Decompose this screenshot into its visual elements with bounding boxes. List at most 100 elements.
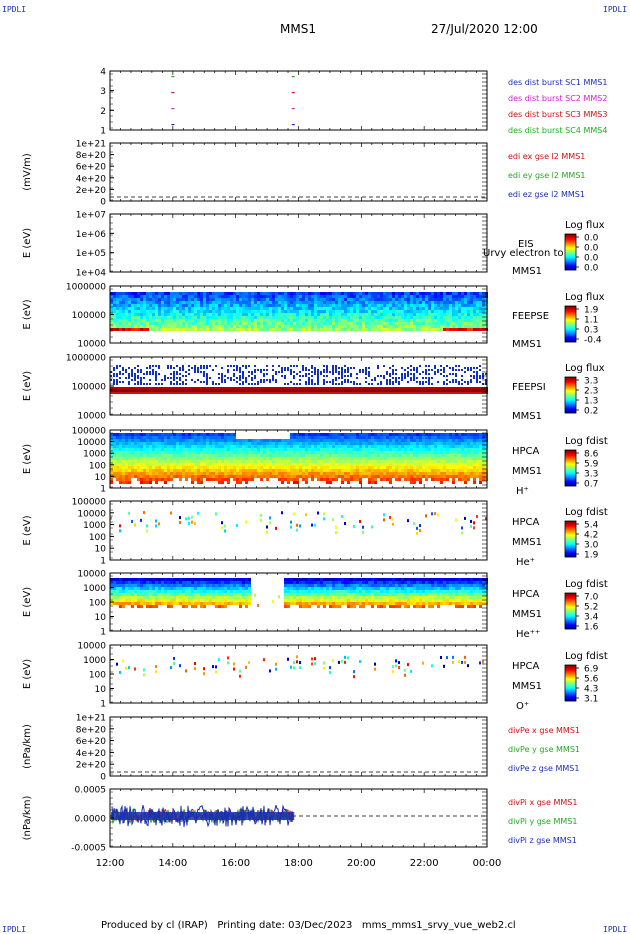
instrument-label: HPCA — [512, 589, 540, 600]
ytick-label: 10000 — [77, 412, 106, 422]
legend-entry: divPe z gse MMS1 — [508, 764, 579, 773]
colorbar-tick: 0.3 — [584, 326, 598, 336]
y-axis-label-3: E (eV) — [22, 228, 33, 258]
colorbar-tick: 0.0 — [584, 244, 599, 254]
legend-entry: des dist burst SC3 MMS3 — [508, 110, 607, 119]
instrument-label: FEEPSE — [512, 311, 549, 322]
colorbar: 1.91.10.3-0.4 — [564, 306, 602, 346]
ytick-label: 4e+20 — [76, 749, 107, 759]
ytick-label: 1 — [100, 700, 106, 710]
instrument-label: FEEPSI — [512, 382, 546, 393]
ytick-label: 1e+21 — [76, 140, 106, 150]
panel-9: 10000 1000 100 10 1 E (eV) HPCA MMS1 O⁺ Log fdist… — [22, 642, 608, 713]
ytick-label: 1e+04 — [76, 269, 107, 279]
legend-entry: divPi z gse MMS1 — [508, 836, 577, 845]
colorbar-tick: 1.1 — [584, 316, 598, 326]
colorbar-tick: 0.0 — [584, 234, 599, 244]
ytick-label: 1 — [100, 628, 106, 638]
colorbar-tick: 4.3 — [584, 685, 598, 695]
ytick-label: 4e+20 — [76, 174, 107, 184]
legend-entry: edi ey gse l2 MMS1 — [508, 171, 586, 180]
xtick-label: 22:00 — [410, 858, 439, 869]
ytick-label: 100000 — [72, 498, 107, 508]
burst-mark-2-1750 — [291, 108, 295, 110]
ytick-label: 1 — [100, 557, 106, 567]
colorbar: 0.00.00.00.0 — [564, 234, 599, 274]
frame-7 — [109, 500, 488, 561]
ytick-label: 100 — [89, 599, 106, 609]
colorbar-tick: 1.3 — [584, 397, 598, 407]
colorbar-title: Log flux — [565, 220, 605, 231]
legend-entry: des dist burst SC4 MMS4 — [508, 126, 607, 135]
colorbar-title: Log flux — [565, 363, 605, 374]
ytick-label: 1000000 — [66, 283, 106, 293]
ytick-label: -0.0005 — [71, 844, 106, 854]
ytick-label: 10000 — [77, 570, 106, 580]
spectrogram-5 — [110, 365, 488, 394]
colorbar-title: Log fdist — [565, 579, 608, 590]
instrument-label: HPCA — [512, 517, 540, 528]
ytick-label: 1000 — [83, 450, 106, 460]
panel-8: 10000 1000 100 10 1 E (eV) HPCA MMS1 He⁺⁺ Log fdi… — [22, 570, 608, 641]
colorbar-tick: 5.4 — [584, 521, 599, 531]
frame-5 — [109, 356, 488, 416]
species-label: O⁺ — [516, 701, 529, 712]
colorbar: 3.32.31.30.2 — [564, 377, 598, 417]
ytick-label: 8e+20 — [76, 151, 107, 161]
y-axis-label-10: (nPa/km) — [22, 724, 33, 769]
frame-9 — [109, 644, 488, 704]
colorbar-tick: 0.0 — [584, 254, 599, 264]
y-axis-label-5: E (eV) — [22, 371, 33, 401]
burst-mark-3-1750 — [291, 92, 295, 94]
species-label: H⁺ — [516, 486, 529, 497]
ytick-label: 3 — [100, 87, 106, 97]
ytick-label: 1000 — [83, 521, 106, 531]
colorbar-tick: 3.3 — [584, 377, 598, 387]
footer-filename: mms_mms1_srvy_vue_web2.cl — [361, 920, 516, 931]
legend-entry: edi ex gse l2 MMS1 — [508, 152, 585, 161]
xtick-label: 16:00 — [221, 858, 250, 869]
ytick-label: 0 — [100, 773, 106, 783]
colorbar-title: Log fdist — [565, 651, 608, 662]
y-axis-label-4: E (eV) — [22, 299, 33, 329]
ytick-label: 1000 — [83, 656, 106, 666]
corner-mark-bottom-right: IPDLI — [603, 925, 628, 934]
colorbar-tick: 3.1 — [584, 695, 598, 705]
instrument-label: HPCA — [512, 446, 540, 457]
spacecraft-label: MMS1 — [512, 411, 542, 422]
divpi-band — [111, 812, 295, 820]
legend-entry: edi ez gse l2 MMS1 — [508, 190, 585, 199]
ytick-label: 6e+20 — [76, 163, 107, 173]
colorbar-tick: 1.9 — [584, 306, 599, 316]
spectrogram-4 — [110, 292, 488, 331]
burst-mark-1-1400 — [171, 124, 175, 126]
burst-mark-2-1400 — [171, 108, 175, 110]
frame-1 — [109, 70, 488, 131]
legend-entry: divPe y gse MMS1 — [508, 745, 580, 754]
ytick-label: 10000 — [77, 340, 106, 350]
colorbar-tick: 2.3 — [584, 387, 598, 397]
ytick-label: 10 — [95, 473, 107, 483]
ytick-label: 100000 — [72, 427, 107, 437]
spacecraft-label: MMS1 — [512, 537, 542, 548]
ytick-label: 1000000 — [66, 354, 106, 364]
ytick-label: 0 — [100, 198, 106, 208]
spacecraft-title: MMS1 — [280, 22, 316, 36]
instrument-label: HPCA — [512, 661, 540, 672]
legend-entry: divPe x gse MMS1 — [508, 726, 580, 735]
ytick-label: 8e+20 — [76, 725, 107, 735]
ytick-label: 2 — [100, 107, 106, 117]
spectrogram-9 — [116, 655, 484, 679]
ytick-label: 1 — [100, 127, 106, 137]
instrument-label: EIS — [518, 239, 534, 250]
y-axis-label-11: (nPa/km) — [22, 796, 33, 841]
legend-entry: des dist burst SC1 MMS1 — [508, 78, 607, 87]
ytick-label: 10000 — [77, 642, 106, 652]
species-label: He⁺⁺ — [516, 629, 540, 640]
date-time-title: 27/Jul/2020 12:00 — [431, 22, 538, 36]
spacecraft-label: MMS1 — [512, 466, 542, 477]
ytick-label: 1e+05 — [76, 249, 106, 259]
panel-4: 1000000 100000 10000 E (eV) FEEPSE MMS1 Log fl… — [22, 283, 605, 351]
